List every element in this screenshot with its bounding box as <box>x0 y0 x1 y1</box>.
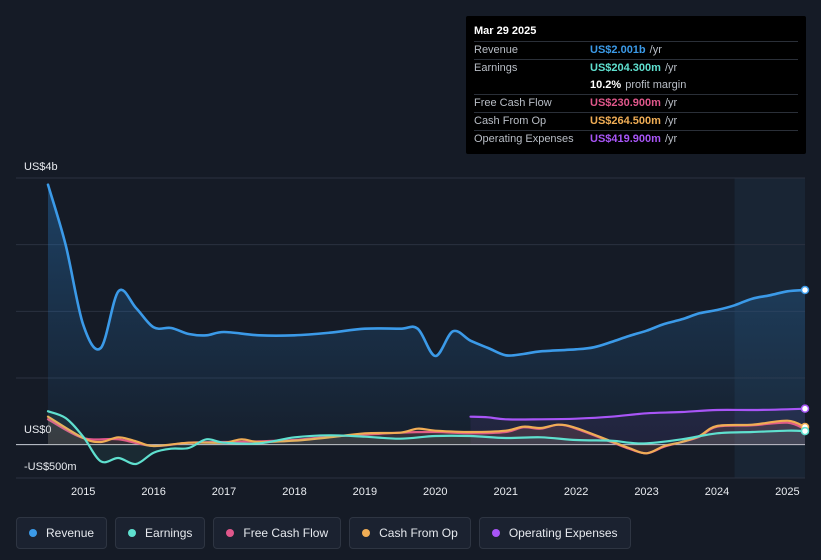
series-layer <box>46 183 810 466</box>
x-tick-label: 2018 <box>282 486 306 498</box>
x-tick-label: 2021 <box>493 486 517 498</box>
legend-item-earnings[interactable]: Earnings <box>115 517 206 549</box>
x-tick-label: 2020 <box>423 486 447 498</box>
series-end-point-operating-expenses <box>800 404 810 413</box>
tooltip-label: Free Cash Flow <box>474 97 552 109</box>
tooltip-value: US$204.300m <box>590 62 661 74</box>
x-tick-label: 2022 <box>564 486 588 498</box>
series-line-cash-from-op <box>46 415 807 455</box>
tooltip-unit: /yr <box>664 133 678 145</box>
x-tick-label: 2017 <box>212 486 236 498</box>
tooltip-unit: /yr <box>664 97 678 109</box>
tooltip-row-revenue: Revenue US$2.001b /yr <box>474 41 798 59</box>
series-line-earnings <box>46 410 807 466</box>
tooltip-label: Earnings <box>474 62 518 74</box>
tooltip-date: Mar 29 2025 <box>474 25 537 37</box>
series-line-revenue <box>46 183 807 358</box>
legend-item-cash-from-op[interactable]: Cash From Op <box>349 517 471 549</box>
line-chart: US$4b US$0 -US$500m 2015 2016 2017 2018 2019… <box>16 161 810 498</box>
legend-item-free-cash-flow[interactable]: Free Cash Flow <box>213 517 342 549</box>
tooltip-row-fcf: Free Cash Flow US$230.900m /yr <box>474 94 798 112</box>
tooltip-value: US$2.001b <box>590 44 646 56</box>
series-area-operating-expenses <box>470 408 805 445</box>
legend-label: Cash From Op <box>379 526 458 540</box>
tooltip-row-earnings: Earnings US$204.300m /yr <box>474 59 798 77</box>
y-axis-bottom-label: -US$500m <box>24 461 77 473</box>
x-tick-label: 2019 <box>353 486 377 498</box>
legend-label: Revenue <box>46 526 95 540</box>
y-axis-zero-label: US$0 <box>24 424 52 436</box>
x-tick-label: 2024 <box>705 486 729 498</box>
legend-item-revenue[interactable]: Revenue <box>16 517 108 549</box>
tooltip-row-opex: Operating Expenses US$419.900m /yr <box>474 130 798 148</box>
tooltip-value: US$419.900m <box>590 133 661 145</box>
legend-dot-icon <box>29 529 37 537</box>
tooltip-label: Operating Expenses <box>474 133 574 145</box>
tooltip-unit: /yr <box>649 44 662 56</box>
y-axis-top-label: US$4b <box>24 161 58 173</box>
legend-dot-icon <box>226 529 235 537</box>
x-tick-label: 2016 <box>141 486 165 498</box>
series-end-point-revenue <box>800 285 810 295</box>
series-end-point-earnings <box>800 426 810 436</box>
tooltip-value: US$230.900m <box>590 97 661 109</box>
series-line-operating-expenses <box>469 407 807 421</box>
x-tick-label: 2025 <box>775 486 799 498</box>
series-area-revenue <box>48 184 805 445</box>
legend-label: Earnings <box>145 526 193 540</box>
x-tick-label: 2023 <box>634 486 658 498</box>
legend-label: Operating Expenses <box>508 526 618 540</box>
tooltip-unit: /yr <box>664 62 678 74</box>
tooltip-panel: Mar 29 2025 Revenue US$2.001b /yr Earnin… <box>466 16 806 154</box>
legend-item-operating-expenses[interactable]: Operating Expenses <box>478 517 631 549</box>
tooltip-label: Cash From Op <box>474 115 547 127</box>
tooltip-row-margin: 10.2% profit margin <box>474 77 798 94</box>
tooltip-value: 10.2% <box>590 79 622 91</box>
legend-label: Free Cash Flow <box>243 526 329 540</box>
legend-dot-icon <box>491 529 500 537</box>
tooltip-unit: profit margin <box>625 79 687 91</box>
tooltip-unit: /yr <box>664 115 678 127</box>
x-tick-label: 2015 <box>71 486 95 498</box>
legend-dot-icon <box>362 529 371 537</box>
legend: Revenue Earnings Free Cash Flow Cash Fro… <box>16 517 631 549</box>
tooltip-value: US$264.500m <box>590 115 661 127</box>
x-axis-ticks: 2015 2016 2017 2018 2019 2020 2021 2022 2023 2024… <box>71 486 800 498</box>
tooltip-row-cfo: Cash From Op US$264.500m /yr <box>474 112 798 130</box>
legend-dot-icon <box>128 529 137 537</box>
tooltip-label: Revenue <box>474 44 519 56</box>
